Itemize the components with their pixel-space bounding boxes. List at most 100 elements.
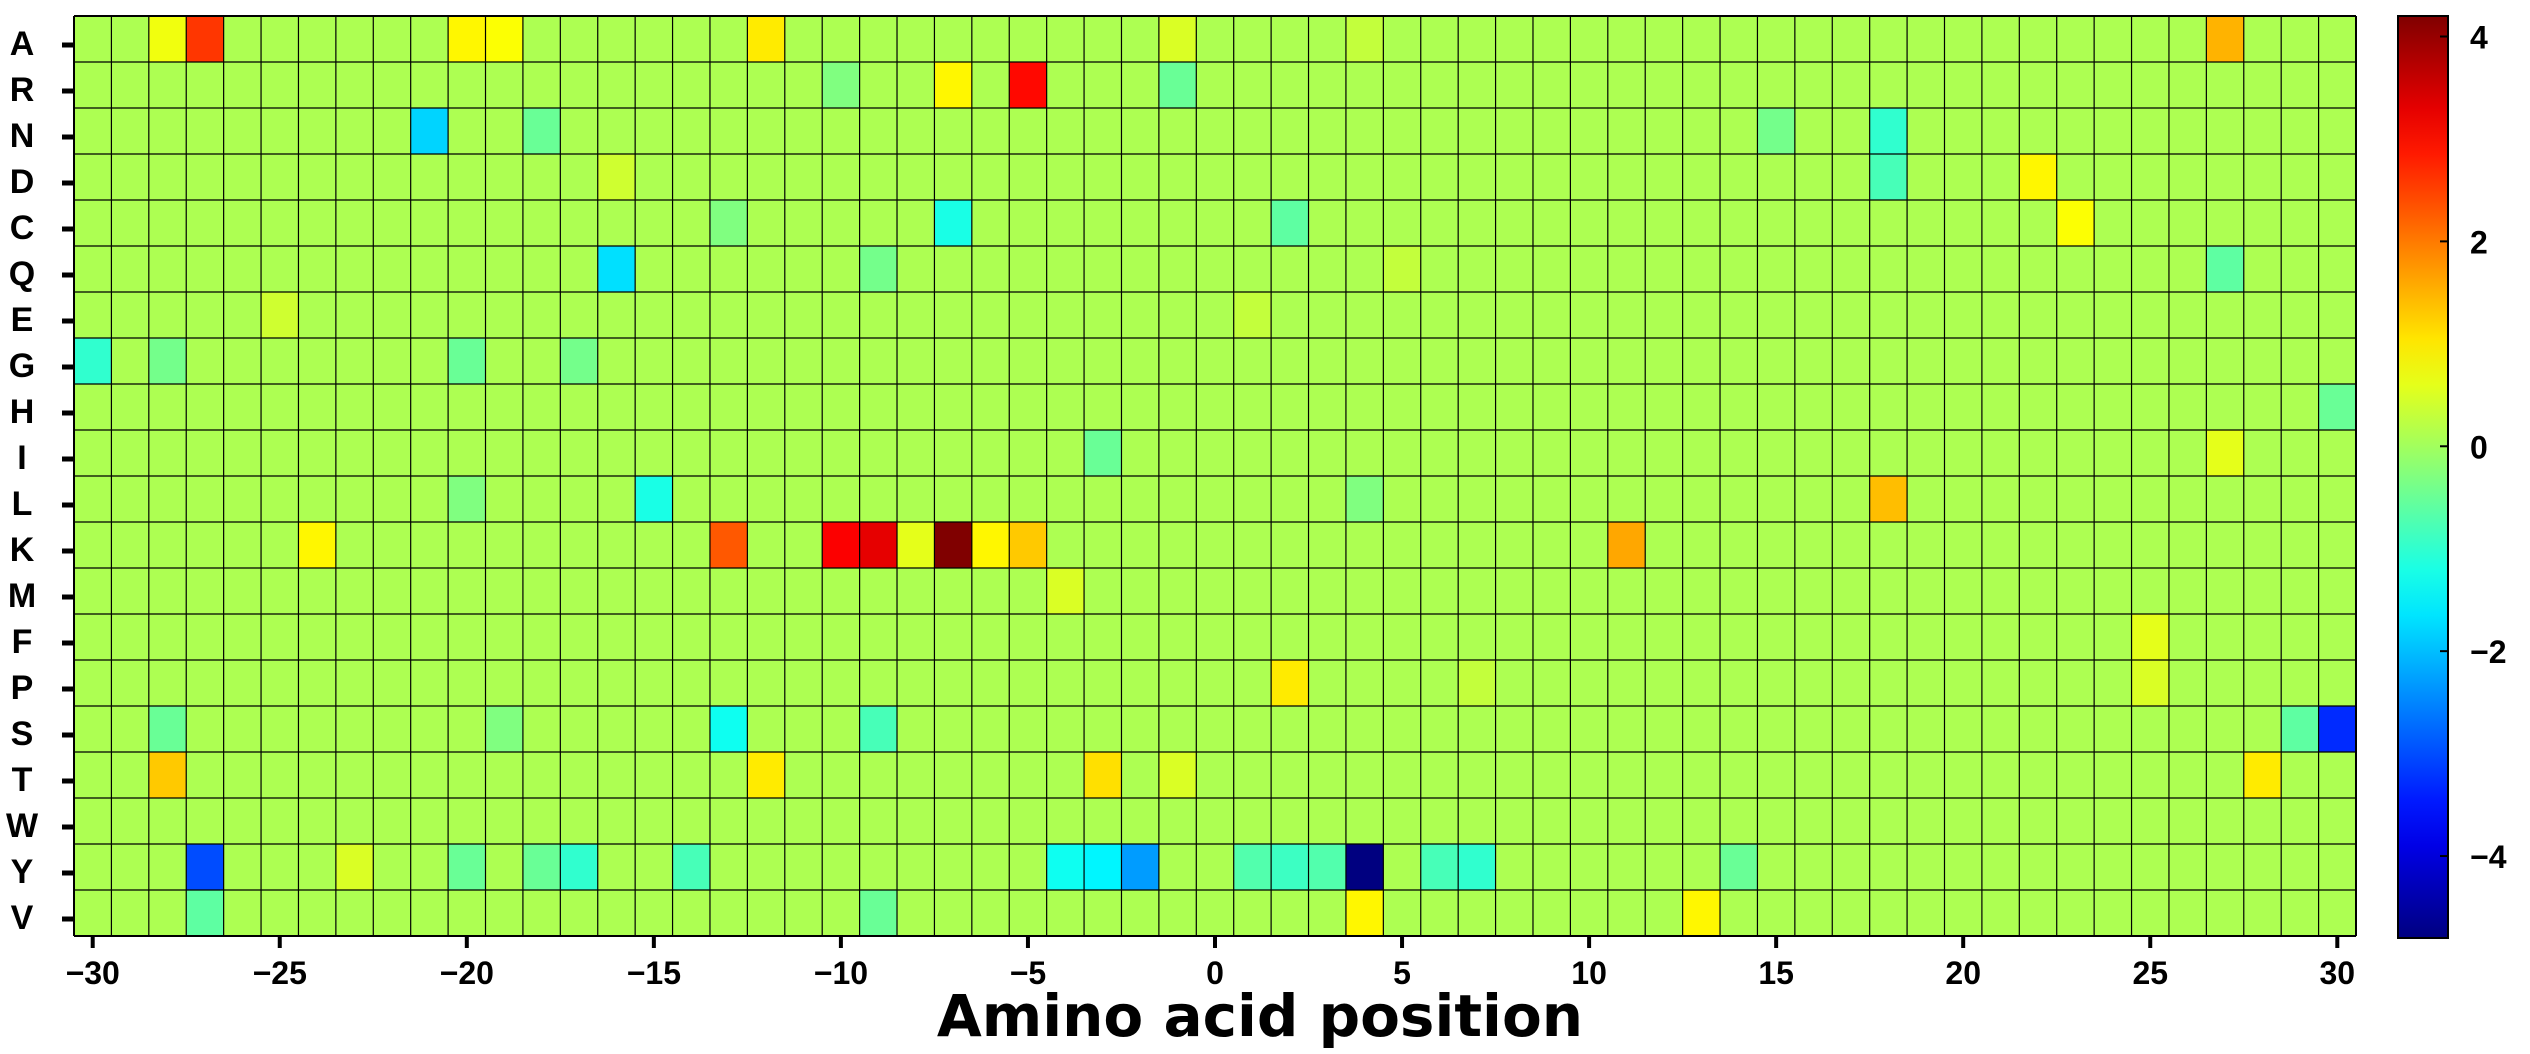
heatmap-cell xyxy=(74,384,112,431)
heatmap-cell xyxy=(148,200,187,247)
heatmap-cell xyxy=(822,154,861,201)
heatmap-cell xyxy=(1158,522,1197,569)
heatmap-cell xyxy=(709,338,748,385)
heatmap-cell xyxy=(1084,200,1122,247)
heatmap-cell xyxy=(672,430,711,477)
heatmap-cell xyxy=(2318,16,2357,63)
heatmap-cell xyxy=(822,108,861,155)
heatmap-cell xyxy=(373,430,412,477)
heatmap-cell xyxy=(1046,476,1085,523)
heatmap-cell xyxy=(897,338,935,385)
heatmap-cell xyxy=(1869,108,1908,155)
heatmap-cell xyxy=(1720,752,1758,799)
heatmap-cell xyxy=(709,890,748,937)
heatmap-cell xyxy=(934,384,973,431)
heatmap-cell xyxy=(859,890,898,937)
heatmap-cell xyxy=(1944,338,1983,385)
heatmap-cell xyxy=(1720,154,1758,201)
heatmap-cell xyxy=(485,384,524,431)
heatmap-cell xyxy=(111,568,150,615)
heatmap-cell xyxy=(897,246,935,293)
heatmap-cell xyxy=(1981,614,2020,661)
heatmap-cell xyxy=(223,338,262,385)
heatmap-cell xyxy=(2168,798,2207,845)
heatmap-cell xyxy=(1757,16,1796,63)
heatmap-cell xyxy=(298,890,337,937)
heatmap-cell xyxy=(1158,660,1197,707)
heatmap-cell xyxy=(1458,476,1497,523)
heatmap-cell xyxy=(1345,476,1384,523)
heatmap-cell xyxy=(1233,798,1272,845)
heatmap-cell xyxy=(1645,430,1684,477)
heatmap-cell xyxy=(2019,798,2058,845)
heatmap-cell xyxy=(111,890,150,937)
heatmap-cell xyxy=(1420,614,1459,661)
heatmap-cell xyxy=(1196,384,1235,431)
heatmap-cell xyxy=(1009,660,1048,707)
heatmap-cell xyxy=(859,246,898,293)
heatmap-cell xyxy=(2168,154,2207,201)
heatmap-cell xyxy=(1645,338,1684,385)
colorbar-ticks: 4 2 0 −2 −4 xyxy=(2440,19,2507,875)
heatmap-cell xyxy=(709,154,748,201)
heatmap-cell xyxy=(1645,706,1684,753)
heatmap-cell xyxy=(1158,292,1197,339)
heatmap-cell xyxy=(373,568,412,615)
heatmap-cell xyxy=(822,430,861,477)
heatmap-cell xyxy=(859,430,898,477)
heatmap-cell xyxy=(1009,338,1048,385)
heatmap-cell xyxy=(410,384,449,431)
heatmap-cell xyxy=(1271,154,1310,201)
heatmap-cell xyxy=(1794,384,1833,431)
heatmap-cell xyxy=(2206,16,2245,63)
heatmap-cell xyxy=(747,338,786,385)
heatmap-cell xyxy=(261,844,299,891)
heatmap-cell xyxy=(2019,154,2058,201)
heatmap-cell xyxy=(1345,246,1384,293)
heatmap-cell xyxy=(1383,246,1422,293)
heatmap-cell xyxy=(1682,430,1721,477)
x-tick-label: 0 xyxy=(1206,955,1224,991)
heatmap-cell xyxy=(335,292,374,339)
heatmap-cell xyxy=(1495,16,1534,63)
heatmap-cell xyxy=(672,568,711,615)
heatmap-cell xyxy=(2206,476,2245,523)
heatmap-cell xyxy=(186,522,225,569)
heatmap-cell xyxy=(1607,798,1646,845)
heatmap-cell xyxy=(74,200,112,247)
heatmap-cell xyxy=(1233,292,1272,339)
heatmap-cell xyxy=(1794,16,1833,63)
heatmap-cell xyxy=(2243,62,2282,109)
heatmap-cell xyxy=(1009,890,1048,937)
heatmap-cell xyxy=(1832,476,1871,523)
heatmap-cell xyxy=(1645,154,1684,201)
heatmap-cell xyxy=(597,890,636,937)
heatmap-cell xyxy=(747,614,786,661)
heatmap-cell xyxy=(1720,292,1758,339)
heatmap-cell xyxy=(1458,614,1497,661)
heatmap-cell xyxy=(560,292,599,339)
heatmap-cell xyxy=(672,108,711,155)
heatmap-cell xyxy=(709,16,748,63)
heatmap-cell xyxy=(2056,660,2095,707)
heatmap-cell xyxy=(1121,154,1160,201)
heatmap-cell xyxy=(261,522,299,569)
heatmap-cell xyxy=(1383,844,1422,891)
heatmap-cell xyxy=(1869,292,1908,339)
heatmap-cell xyxy=(1944,614,1983,661)
heatmap-cell xyxy=(111,292,150,339)
heatmap-cell xyxy=(1720,706,1758,753)
heatmap-cell xyxy=(1682,522,1721,569)
heatmap-cell xyxy=(1458,292,1497,339)
heatmap-cell xyxy=(784,614,823,661)
heatmap-cell xyxy=(1832,522,1871,569)
heatmap-cell xyxy=(2056,844,2095,891)
heatmap-cell xyxy=(971,16,1010,63)
heatmap-cell xyxy=(1196,522,1235,569)
heatmap-cell xyxy=(1458,154,1497,201)
heatmap-cell xyxy=(971,108,1010,155)
heatmap-cell xyxy=(2243,246,2282,293)
heatmap-cell xyxy=(74,798,112,845)
heatmap-cell xyxy=(635,752,674,799)
heatmap-cell xyxy=(111,706,150,753)
